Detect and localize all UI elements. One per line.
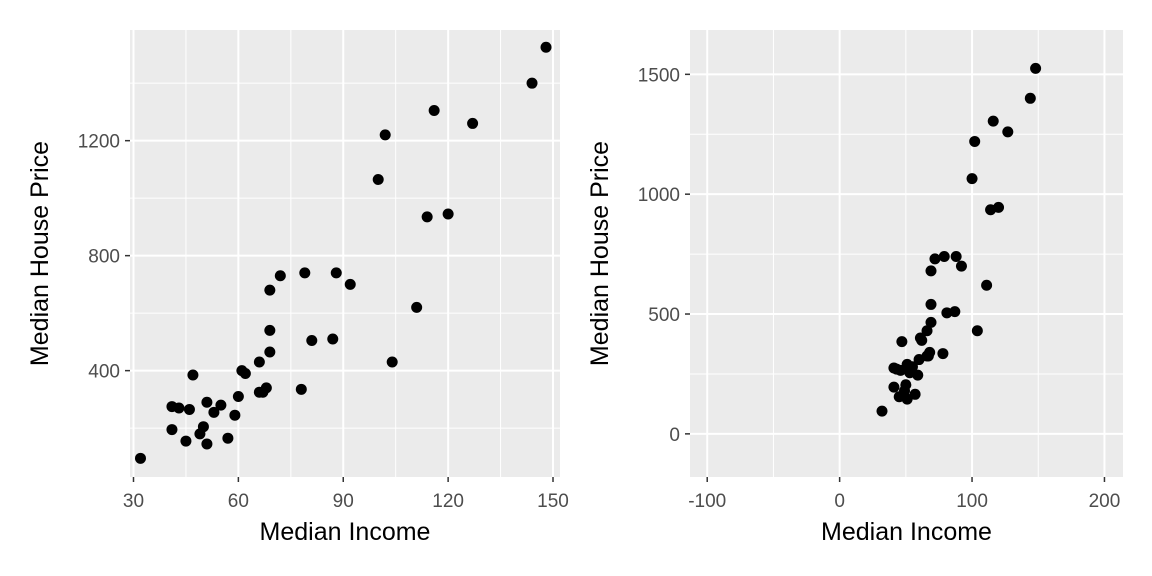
data-point: [180, 435, 192, 447]
data-point: [896, 336, 908, 348]
data-point: [467, 117, 479, 129]
data-point: [222, 432, 234, 444]
right-scatter-panel: -100 0 100 200 0 500 1000 1500 Median Income Medi…: [586, 30, 1123, 546]
data-point: [921, 325, 933, 337]
data-point: [916, 334, 928, 346]
y-tick-label: 1500: [638, 65, 680, 86]
data-point: [134, 452, 146, 464]
data-point: [330, 267, 342, 279]
data-point: [411, 301, 423, 313]
data-point: [197, 421, 209, 433]
data-point: [264, 324, 276, 336]
data-point: [295, 383, 307, 395]
data-point: [969, 135, 981, 147]
data-point: [386, 356, 398, 368]
left-scatter-panel: 30 60 90 120 150 400 800 1200 Median Income Media…: [26, 30, 569, 546]
data-point: [215, 399, 227, 411]
x-tick-label: -100: [688, 491, 726, 512]
data-point: [201, 438, 213, 450]
data-point: [906, 361, 918, 373]
y-tick-label: 500: [648, 305, 680, 326]
data-point: [264, 346, 276, 358]
data-point: [981, 279, 993, 291]
y-tick-label: 1000: [638, 185, 680, 206]
data-point: [925, 298, 937, 310]
data-point: [950, 250, 962, 262]
y-tick-label: 1200: [78, 132, 120, 153]
data-point: [428, 104, 440, 116]
data-point: [540, 41, 552, 53]
data-point: [938, 250, 950, 262]
data-point: [327, 333, 339, 345]
data-point: [421, 211, 433, 223]
data-point: [901, 393, 913, 405]
y-tick-label: 400: [88, 362, 120, 383]
data-point: [900, 379, 912, 391]
data-point: [187, 369, 199, 381]
x-tick-label: 90: [333, 491, 354, 512]
data-point: [344, 278, 356, 290]
data-point: [306, 334, 318, 346]
x-axis-title: Median Income: [821, 518, 992, 546]
data-point: [1024, 92, 1036, 104]
data-point: [379, 129, 391, 141]
data-point: [1002, 126, 1014, 138]
data-point: [924, 346, 936, 358]
data-point: [260, 382, 272, 394]
data-point: [299, 267, 311, 279]
data-point: [372, 173, 384, 185]
data-point: [526, 77, 538, 89]
data-point: [201, 396, 213, 408]
data-point: [274, 270, 286, 282]
x-axis-title: Median Income: [260, 518, 431, 546]
data-point: [987, 115, 999, 127]
data-point: [955, 260, 967, 272]
data-point: [229, 409, 241, 421]
x-tick-label: 100: [956, 491, 988, 512]
x-tick-label: 0: [834, 491, 845, 512]
data-point: [442, 208, 454, 220]
data-point: [993, 201, 1005, 213]
x-tick-label: 150: [537, 491, 569, 512]
data-point: [929, 253, 941, 265]
x-tick-label: 120: [432, 491, 464, 512]
data-point: [253, 356, 265, 368]
data-point: [912, 369, 924, 381]
data-point: [232, 391, 244, 403]
data-point: [1030, 62, 1042, 74]
y-axis-title: Median House Price: [26, 141, 54, 366]
data-point: [166, 424, 178, 436]
data-point: [208, 406, 220, 418]
plot-background: [690, 30, 1123, 477]
data-point: [173, 402, 185, 414]
data-point: [937, 348, 949, 360]
x-tick-label: 200: [1089, 491, 1121, 512]
data-point: [925, 316, 937, 328]
data-point: [909, 388, 921, 400]
data-point: [239, 368, 251, 380]
data-point: [971, 325, 983, 337]
y-axis-title: Median House Price: [586, 141, 614, 366]
data-point: [888, 381, 900, 393]
data-point: [876, 405, 888, 417]
data-point: [949, 306, 961, 318]
x-tick-label: 60: [228, 491, 249, 512]
y-tick-label: 800: [88, 247, 120, 268]
y-tick-label: 0: [669, 425, 680, 446]
data-point: [966, 173, 978, 185]
x-tick-label: 30: [123, 491, 144, 512]
data-point: [183, 403, 195, 415]
data-point: [925, 265, 937, 277]
data-point: [264, 284, 276, 296]
